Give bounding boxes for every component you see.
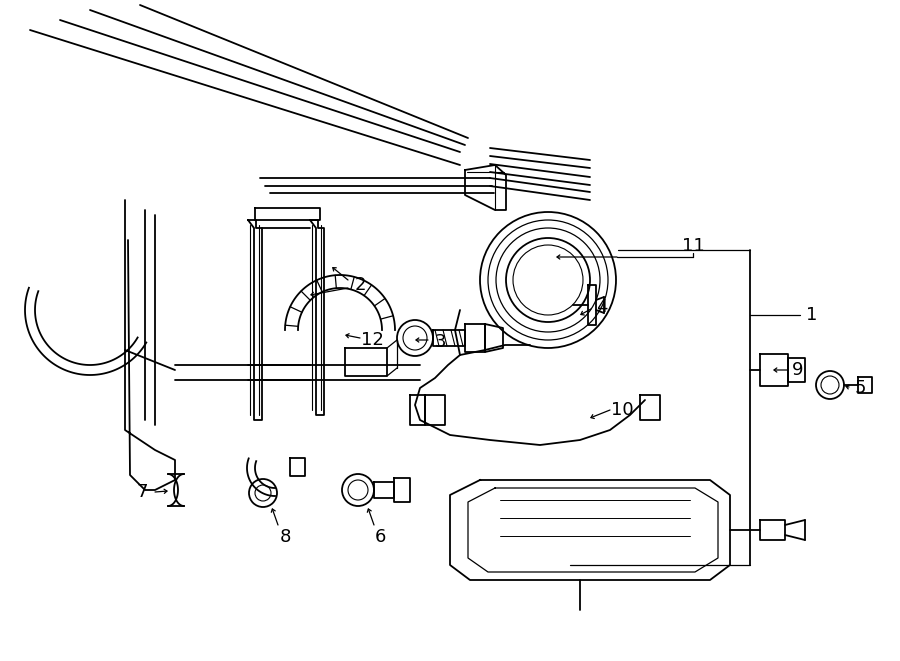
Text: 1: 1 <box>806 306 818 324</box>
Text: 4: 4 <box>596 298 608 316</box>
Text: 10: 10 <box>611 401 634 419</box>
Text: 2: 2 <box>355 276 365 294</box>
Text: 9: 9 <box>792 361 804 379</box>
Text: 5: 5 <box>854 379 866 397</box>
Text: 12: 12 <box>361 331 383 349</box>
Text: 8: 8 <box>279 528 291 546</box>
Text: 6: 6 <box>374 528 386 546</box>
Text: 3: 3 <box>434 333 446 351</box>
Text: 11: 11 <box>681 237 705 255</box>
Text: 7: 7 <box>136 483 148 501</box>
